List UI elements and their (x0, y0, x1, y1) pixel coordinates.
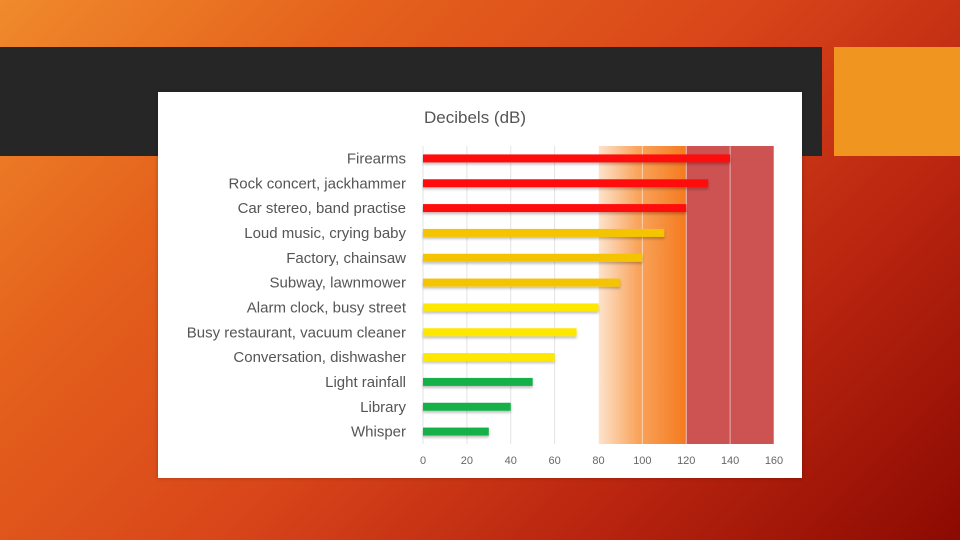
bar-5 (423, 278, 621, 287)
category-label-5: Subway, lawnmower (270, 275, 406, 292)
category-labels: Firearms Rock concert, jackhammer Car ster… (187, 150, 407, 440)
category-label-8: Conversation, dishwasher (233, 349, 406, 366)
tick-label-40: 40 (505, 455, 517, 467)
category-label-11: Whisper (351, 424, 406, 441)
category-label-6: Alarm clock, busy street (247, 299, 407, 316)
category-label-2: Car stereo, band practise (238, 200, 406, 217)
accent-square (834, 47, 960, 156)
chart-card: Decibels (dB) Firearms Rock concert, jack… (158, 92, 802, 478)
decibel-bar-chart: Decibels (dB) Firearms Rock concert, jack… (187, 108, 783, 467)
bar-10 (423, 402, 511, 411)
bar-9 (423, 377, 533, 386)
tick-label-120: 120 (677, 455, 695, 467)
tick-label-60: 60 (549, 455, 561, 467)
bar-8 (423, 353, 555, 362)
bar-6 (423, 303, 599, 312)
bar-3 (423, 228, 665, 237)
category-label-3: Loud music, crying baby (244, 225, 406, 242)
category-label-10: Library (360, 399, 406, 416)
bar-1 (423, 179, 709, 188)
category-label-9: Light rainfall (325, 374, 406, 391)
tick-label-0: 0 (420, 455, 426, 467)
bar-0 (423, 154, 731, 163)
tick-label-160: 160 (765, 455, 783, 467)
tick-label-140: 140 (721, 455, 739, 467)
bar-2 (423, 204, 687, 213)
x-axis-ticks: 0 20 40 60 80 100 120 140 160 (420, 455, 783, 467)
tick-label-20: 20 (461, 455, 473, 467)
tick-label-100: 100 (633, 455, 651, 467)
bars (423, 154, 731, 436)
bar-4 (423, 253, 643, 262)
category-label-4: Factory, chainsaw (286, 250, 406, 267)
chart-title: Decibels (dB) (424, 108, 526, 127)
category-label-1: Rock concert, jackhammer (228, 175, 406, 192)
category-label-7: Busy restaurant, vacuum cleaner (187, 324, 406, 341)
gridlines (422, 146, 775, 444)
bar-11 (423, 427, 489, 436)
bar-7 (423, 328, 577, 337)
tick-label-80: 80 (592, 455, 604, 467)
category-label-0: Firearms (347, 150, 406, 167)
